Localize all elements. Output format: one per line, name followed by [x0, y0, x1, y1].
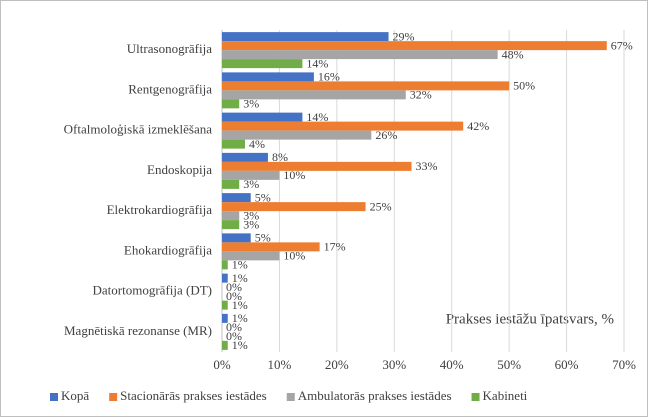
data-label: 10% — [283, 249, 305, 263]
bar — [222, 202, 366, 212]
axis-title: Prakses iestāžu īpatsvars, % — [446, 311, 614, 327]
y-tick-label: Datortomogrāfija (DT) — [93, 283, 212, 298]
bar — [222, 32, 389, 42]
x-tick-label: 10% — [268, 357, 292, 372]
x-tick-label: 60% — [555, 357, 579, 372]
bar — [222, 300, 228, 310]
bar — [222, 170, 280, 180]
x-tick-label: 20% — [325, 357, 349, 372]
bar — [222, 340, 228, 350]
bar — [222, 81, 510, 91]
data-label: 4% — [249, 137, 265, 151]
bar — [222, 220, 240, 230]
bar — [222, 211, 240, 221]
bar — [222, 139, 245, 149]
bar — [222, 313, 228, 323]
data-label: 0% — [226, 320, 242, 334]
data-label: 0% — [226, 289, 242, 303]
bar — [222, 260, 228, 270]
data-label: 32% — [410, 88, 432, 102]
y-tick-label: Rentgenogrāfija — [128, 81, 212, 96]
data-label: 3% — [243, 177, 259, 191]
data-label: 16% — [318, 70, 340, 84]
bar — [222, 273, 228, 283]
legend-label: Ambulatorās prakses iestādes — [298, 388, 452, 403]
data-label: 3% — [243, 217, 259, 231]
bar — [222, 161, 412, 171]
legend-swatch — [50, 393, 58, 401]
bar — [222, 193, 251, 203]
bar — [222, 233, 251, 243]
x-tick-label: 0% — [213, 357, 231, 372]
legend-swatch — [109, 393, 118, 401]
data-label: 42% — [467, 119, 489, 133]
data-label: 0% — [226, 280, 242, 294]
data-label: 5% — [255, 231, 271, 245]
legend-swatch — [471, 393, 480, 401]
bar — [222, 50, 498, 60]
data-label: 0% — [226, 329, 242, 343]
data-label: 14% — [306, 56, 328, 70]
data-label: 10% — [283, 168, 305, 182]
data-label: 5% — [255, 190, 271, 204]
x-tick-label: 70% — [612, 357, 636, 372]
data-label: 29% — [393, 29, 415, 43]
legend-label: Kopā — [61, 388, 89, 403]
data-label: 33% — [416, 159, 438, 173]
bar — [222, 59, 303, 69]
data-label: 67% — [611, 38, 633, 52]
y-tick-label: Endoskopija — [147, 162, 212, 177]
y-tick-label: Ultrasonogrāfija — [127, 41, 212, 56]
legend-swatch — [286, 393, 295, 401]
y-tick-label: Ehokardiogrāfija — [124, 242, 212, 257]
data-label: 17% — [324, 240, 346, 254]
data-label: 50% — [513, 79, 535, 93]
data-label: 8% — [272, 150, 288, 164]
bar — [222, 112, 303, 122]
data-label: 3% — [243, 208, 259, 222]
data-label: 1% — [232, 338, 248, 352]
x-tick-label: 40% — [440, 357, 464, 372]
data-label: 25% — [370, 199, 392, 213]
bar — [222, 242, 320, 252]
y-tick-label: Magnētiskā rezonanse (MR) — [64, 323, 212, 338]
data-label: 1% — [232, 271, 248, 285]
data-label: 3% — [243, 97, 259, 111]
bar — [222, 152, 268, 162]
y-tick-label: Oftalmoloģiskā izmeklēšana — [64, 122, 213, 137]
bar — [222, 90, 406, 100]
bar — [222, 251, 280, 261]
bar — [222, 41, 607, 51]
data-label: 48% — [502, 47, 524, 61]
legend-label: Kabineti — [483, 388, 528, 403]
legend-label: Stacionārās prakses iestādes — [120, 388, 267, 403]
data-label: 1% — [232, 298, 248, 312]
data-label: 26% — [375, 128, 397, 142]
bar — [222, 121, 464, 131]
x-tick-label: 30% — [382, 357, 406, 372]
data-label: 1% — [232, 258, 248, 272]
x-tick-label: 50% — [497, 357, 521, 372]
y-tick-label: Elektrokardiogrāfija — [107, 202, 213, 217]
bar — [222, 99, 240, 109]
bar — [222, 179, 240, 189]
bar — [222, 72, 314, 82]
data-label: 14% — [306, 110, 328, 124]
data-label: 1% — [232, 311, 248, 325]
bar — [222, 130, 372, 140]
